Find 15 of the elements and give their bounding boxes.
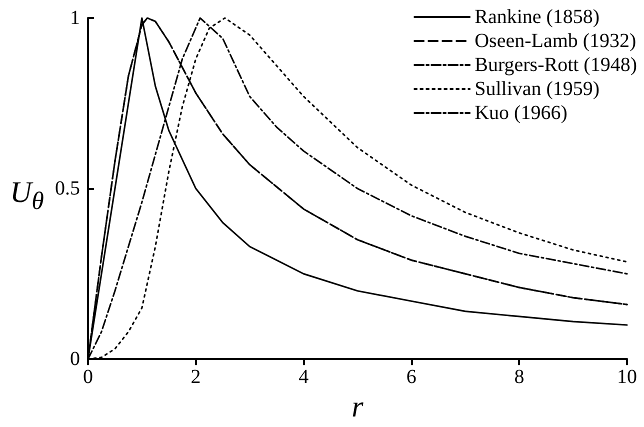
- y-tick-label: 0: [70, 348, 80, 370]
- x-tick-label: 2: [190, 366, 201, 388]
- x-tick-label: 4: [298, 366, 309, 388]
- y-axis-title: U$_{θ}$: [10, 176, 44, 215]
- legend-label: Oseen-Lamb (1932): [474, 30, 636, 52]
- x-tick-label: 10: [617, 366, 637, 388]
- y-tick-label: 0.5: [55, 178, 80, 200]
- x-tick-label: 8: [514, 366, 524, 388]
- legend-label: Kuo (1966): [474, 102, 568, 124]
- legend-label: Burgers-Rott (1948): [474, 54, 638, 76]
- x-tick-label: 6: [406, 366, 416, 388]
- y-tick-label: 1: [70, 7, 80, 29]
- legend-label: Rankine (1858): [474, 6, 600, 28]
- legend-label: Sullivan (1959): [474, 78, 600, 100]
- x-axis-title: r: [352, 390, 364, 424]
